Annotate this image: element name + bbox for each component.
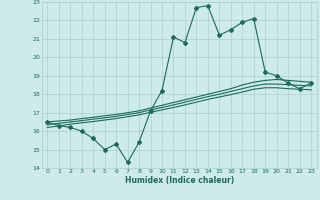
X-axis label: Humidex (Indice chaleur): Humidex (Indice chaleur) — [124, 176, 234, 185]
